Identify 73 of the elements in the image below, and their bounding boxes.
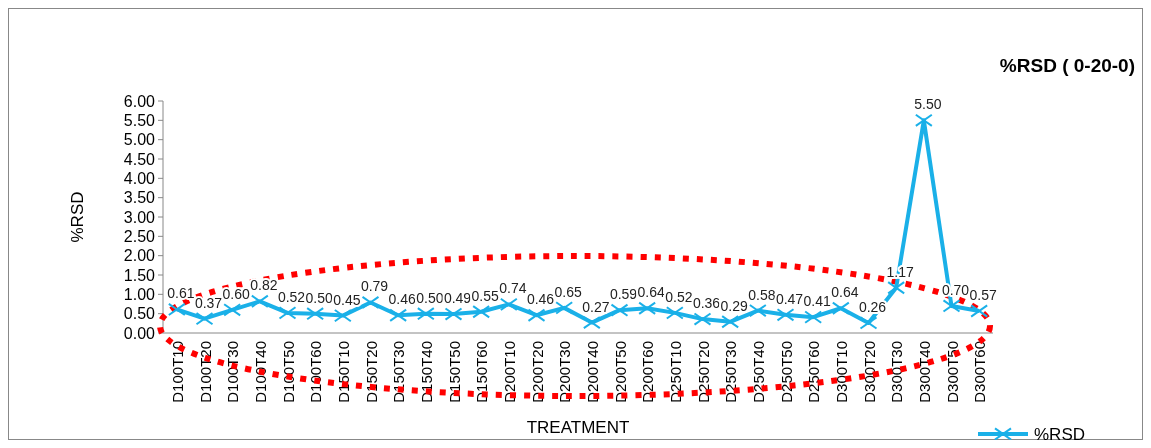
x-tick-label: D300T20: [860, 341, 878, 403]
y-tick-label: 3.50: [123, 189, 156, 207]
y-tick-label: 1.50: [123, 266, 156, 284]
y-tick-label: 0.50: [123, 305, 156, 323]
x-tick-label: D150T40: [417, 341, 435, 403]
data-label: 0.36: [692, 295, 721, 312]
data-label: 0.58: [748, 286, 776, 303]
x-tick-label: D250T60: [805, 341, 823, 403]
data-label: 0.52: [277, 288, 306, 305]
y-tick-label: 6.00: [123, 92, 156, 110]
x-tick-label: D150T50: [445, 341, 463, 403]
data-label: 0.50: [416, 289, 444, 306]
x-axis-title: TREATMENT: [526, 418, 630, 437]
data-label: 5.50: [914, 96, 942, 113]
x-tick-label: D100T30: [224, 341, 242, 403]
y-tick-label: 4.00: [123, 169, 156, 187]
x-tick-label: D200T20: [528, 341, 546, 403]
x-tick-label: D300T30: [888, 341, 906, 403]
data-label: 0.46: [388, 291, 416, 308]
data-label: 0.82: [250, 277, 278, 294]
x-tick-label: D250T40: [749, 341, 767, 403]
legend-label: %RSD: [1034, 425, 1086, 444]
x-tick-label: D100T40: [251, 341, 269, 403]
y-tick-label: 2.50: [123, 227, 156, 245]
x-tick-label: D300T10: [832, 341, 850, 403]
x-tick-label: D150T30: [390, 341, 408, 403]
data-label: 0.46: [526, 291, 555, 308]
x-tick-label: D300T50: [943, 341, 961, 403]
data-label: 0.79: [360, 278, 389, 295]
data-label: 0.49: [443, 290, 472, 307]
x-tick-label: D150T20: [362, 341, 380, 403]
data-label: 0.64: [831, 284, 859, 301]
x-tick-label: D300T60: [971, 341, 989, 403]
y-tick-label: 3.00: [123, 208, 156, 226]
x-tick-label: D300T40: [915, 341, 933, 403]
data-label: 0.41: [803, 293, 831, 310]
data-label: 0.37: [194, 294, 223, 311]
data-label: 0.65: [554, 283, 582, 300]
x-tick-label: D100T10: [168, 341, 186, 403]
data-label: 0.47: [775, 290, 804, 307]
x-tick-label: D200T30: [556, 341, 574, 403]
x-tick-label: D150T60: [473, 341, 491, 403]
y-tick-label: 2.00: [123, 247, 156, 265]
x-tick-label: D250T50: [777, 341, 795, 403]
data-label: 0.29: [720, 297, 748, 314]
x-tick-label: D200T10: [500, 341, 518, 403]
y-tick-label: 5.00: [123, 131, 156, 149]
x-tick-label: D250T10: [666, 341, 684, 403]
y-tick-label: 4.50: [123, 150, 156, 168]
data-label: 0.50: [305, 289, 333, 306]
x-tick-label: D200T60: [639, 341, 657, 403]
data-label: 0.74: [499, 280, 527, 297]
x-tick-label: D250T30: [722, 341, 740, 403]
data-label: 0.52: [665, 288, 693, 305]
x-tick-label: D200T40: [583, 341, 601, 403]
x-tick-label: D100T60: [307, 341, 325, 403]
data-label: 0.27: [582, 298, 610, 315]
x-tick-label: D250T20: [694, 341, 712, 403]
x-tick-label: D150T10: [334, 341, 352, 403]
data-label: 0.57: [969, 286, 997, 303]
y-tick-label: 5.50: [123, 111, 156, 129]
data-label: 0.59: [609, 286, 638, 303]
data-label: 0.64: [637, 284, 665, 301]
y-tick-label: 1.00: [123, 285, 156, 303]
data-label: 0.61: [167, 285, 195, 302]
data-label: 0.60: [222, 285, 250, 302]
x-tick-label: D100T20: [196, 341, 214, 403]
text: %RSD ( 0-20-0): [999, 55, 1135, 76]
data-label: 0.55: [471, 287, 499, 304]
data-label: 0.45: [333, 291, 361, 308]
y-axis-title: %RSD: [68, 191, 87, 243]
y-tick-label: 0.00: [123, 324, 156, 342]
x-tick-label: D200T50: [611, 341, 629, 403]
